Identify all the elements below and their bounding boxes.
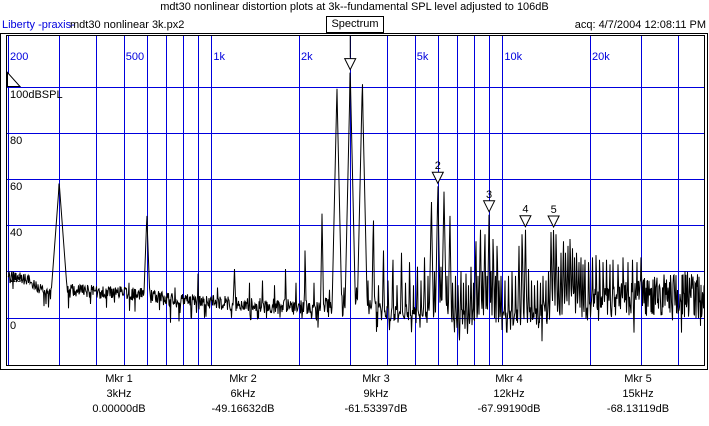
x-axis-label-10k: 10k bbox=[504, 51, 523, 63]
marker-1-level: 0.00000dB bbox=[92, 403, 146, 415]
marker-3-level: -61.53397dB bbox=[344, 403, 408, 415]
marker-4-freq: 12kHz bbox=[493, 388, 525, 400]
x-axis-label-20k: 20k bbox=[592, 51, 610, 63]
y-axis-label-80: 80 bbox=[10, 134, 23, 147]
acquisition-timestamp: acq: 4/7/2004 12:08:11 PM bbox=[574, 19, 706, 31]
marker-readout-1: Mkr 1 3kHz 0.00000dB bbox=[54, 372, 184, 417]
marker-5-level: -68.13119dB bbox=[606, 403, 670, 415]
marker-4-number: 4 bbox=[522, 204, 528, 216]
y-axis-label-40: 40 bbox=[10, 227, 23, 240]
app-label: Liberty -praxis- bbox=[2, 19, 75, 31]
x-axis-label-1k: 1k bbox=[213, 51, 226, 63]
marker-5-number: 5 bbox=[551, 204, 557, 216]
y-axis-label-0: 0 bbox=[10, 319, 17, 332]
marker-1-freq: 3kHz bbox=[106, 388, 132, 400]
marker-4-name: Mkr 4 bbox=[495, 373, 523, 385]
x-axis-label-5k: 5k bbox=[416, 51, 429, 63]
x-axis-label-2k: 2k bbox=[301, 51, 313, 63]
marker-2-freq: 6kHz bbox=[230, 388, 256, 400]
marker-2-triangle[interactable] bbox=[431, 171, 445, 185]
marker-readout-3: Mkr 3 9kHz -61.53397dB bbox=[311, 372, 441, 417]
x-axis-label-500: 500 bbox=[125, 51, 145, 63]
file-name: mdt30 nonlinear 3k.px2 bbox=[70, 19, 185, 31]
spectrum-curve bbox=[7, 72, 704, 342]
marker-2-level: -49.16632dB bbox=[211, 403, 275, 415]
marker-1-triangle[interactable] bbox=[343, 58, 357, 71]
marker-1-name: Mkr 1 bbox=[105, 373, 133, 385]
y-axis-label-100: 100dBSPL bbox=[10, 88, 63, 101]
reference-level-flag bbox=[7, 71, 22, 87]
marker-5-freq: 15kHz bbox=[622, 388, 654, 400]
spectrum-plot-svg[interactable]: 2 3 4 5 bbox=[7, 36, 704, 365]
marker-2-name: Mkr 2 bbox=[229, 373, 257, 385]
marker-readout-4: Mkr 4 12kHz -67.99190dB bbox=[444, 372, 574, 417]
marker-3-number: 3 bbox=[486, 189, 492, 201]
y-axis-label-60: 60 bbox=[10, 180, 23, 193]
marker-readout-2: Mkr 2 6kHz -49.16632dB bbox=[178, 372, 308, 417]
y-axis-label-20: 20 bbox=[10, 273, 23, 286]
marker-5-name: Mkr 5 bbox=[624, 373, 652, 385]
x-axis-label-200: 200 bbox=[10, 51, 29, 63]
marker-4-triangle[interactable] bbox=[519, 215, 532, 228]
marker-2-number: 2 bbox=[435, 160, 441, 172]
marker-3-name: Mkr 3 bbox=[362, 373, 390, 385]
spectrum-view-button[interactable]: Spectrum bbox=[326, 16, 384, 33]
marker-5-triangle[interactable] bbox=[547, 215, 560, 229]
marker-readout-5: Mkr 5 15kHz -68.13119dB bbox=[573, 372, 703, 417]
marker-3-triangle[interactable] bbox=[482, 200, 496, 213]
marker-3-freq: 9kHz bbox=[363, 388, 389, 400]
page-title: mdt30 nonlinear distortion plots at 3k--… bbox=[160, 1, 549, 13]
marker-4-level: -67.99190dB bbox=[477, 403, 541, 415]
